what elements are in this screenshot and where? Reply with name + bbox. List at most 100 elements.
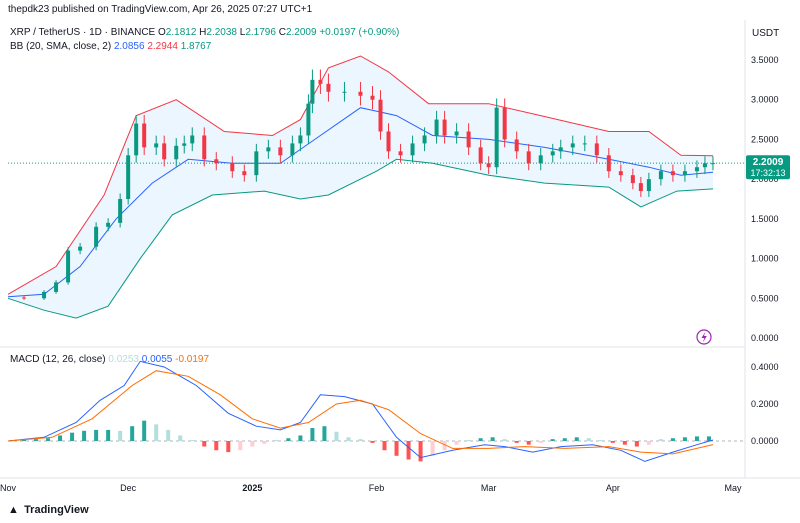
last-price-tag-bg bbox=[746, 155, 790, 180]
macd-pane[interactable] bbox=[7, 360, 745, 462]
macd-hist-bar bbox=[346, 437, 351, 441]
candle-body bbox=[290, 143, 295, 156]
macd-hist-bar bbox=[538, 441, 543, 443]
candle-body bbox=[42, 291, 47, 299]
macd-signal-value: -0.0197 bbox=[175, 354, 210, 365]
macd-hist-bar bbox=[514, 441, 519, 443]
symbol-legend: XRP / TetherUS · 1D · BINANCE O2.1812 H2… bbox=[10, 27, 399, 38]
candle-body bbox=[710, 163, 715, 165]
bb-legend[interactable]: BB (20, SMA, close, 2) 2.0856 2.2944 1.8… bbox=[10, 41, 211, 52]
tradingview-logo: ▲ TradingView bbox=[8, 504, 89, 516]
candle-body bbox=[230, 163, 235, 172]
candle-body bbox=[298, 135, 303, 144]
macd-hist-bar bbox=[694, 436, 699, 441]
macd-hist-bar bbox=[502, 439, 507, 441]
macd-tick-label: 0.4000 bbox=[751, 362, 779, 372]
candle-body bbox=[78, 246, 83, 251]
time-tick-label: Mar bbox=[481, 483, 497, 493]
candle-body bbox=[190, 135, 195, 144]
macd-hist-bar bbox=[610, 441, 615, 443]
candle-body bbox=[106, 222, 111, 227]
candle-body bbox=[658, 171, 663, 180]
candle-body bbox=[682, 171, 687, 176]
bb-band-fill bbox=[8, 56, 713, 319]
macd-label: MACD (12, 26, close) bbox=[10, 354, 106, 365]
macd-hist-bar bbox=[550, 439, 555, 441]
macd-hist-bar bbox=[166, 429, 171, 441]
candle-body bbox=[214, 159, 219, 164]
macd-hist-bar bbox=[382, 441, 387, 451]
signal-line bbox=[7, 370, 714, 455]
candle-body bbox=[318, 79, 323, 84]
candle-body bbox=[670, 171, 675, 176]
candle-body bbox=[378, 99, 383, 132]
candle-body bbox=[398, 151, 403, 156]
macd-hist-bar bbox=[658, 439, 663, 441]
macd-hist-bar bbox=[574, 437, 579, 441]
macd-hist-bar bbox=[34, 439, 39, 441]
bb-lower-value: 1.8767 bbox=[180, 41, 212, 52]
macd-hist-bar bbox=[586, 438, 591, 441]
macd-hist-bar bbox=[22, 439, 27, 441]
macd-hist-bar bbox=[202, 441, 207, 447]
time-tick-label: Dec bbox=[120, 483, 137, 493]
lightning-icon[interactable] bbox=[696, 329, 712, 345]
candle-body bbox=[278, 147, 283, 156]
bb-basis-line bbox=[7, 107, 714, 298]
candle-body bbox=[514, 139, 519, 152]
candle-body bbox=[630, 175, 635, 184]
time-tick-label: Feb bbox=[369, 483, 385, 493]
open-label: O bbox=[158, 27, 166, 38]
candle-body bbox=[694, 167, 699, 172]
candle-body bbox=[66, 250, 71, 283]
macd-hist-bar bbox=[190, 440, 195, 442]
price-tick-label: 2.5000 bbox=[751, 134, 779, 144]
candle-body bbox=[570, 143, 575, 148]
price-pane[interactable] bbox=[7, 55, 745, 319]
macd-hist-bar bbox=[370, 441, 375, 443]
macd-hist-bar bbox=[430, 441, 435, 456]
candle-body bbox=[254, 151, 259, 176]
currency-label[interactable]: USDT bbox=[752, 28, 780, 39]
macd-legend[interactable]: MACD (12, 26, close) 0.0253 0.0055 -0.01… bbox=[10, 354, 209, 365]
macd-hist-bar bbox=[130, 426, 135, 441]
candle-body bbox=[442, 119, 447, 136]
last-price-value: 2.2009 bbox=[753, 157, 784, 168]
close-value: 2.2009 bbox=[285, 27, 317, 38]
bb-label: BB (20, SMA, close, 2) bbox=[10, 41, 112, 52]
macd-hist-bar bbox=[490, 437, 495, 441]
symbol-name[interactable]: XRP / TetherUS · 1D · BINANCE bbox=[10, 27, 156, 38]
macd-hist-bar bbox=[478, 438, 483, 441]
macd-hist-bar bbox=[622, 441, 627, 445]
candle-body bbox=[638, 183, 643, 192]
candle-body bbox=[142, 123, 147, 148]
macd-hist-bar bbox=[58, 435, 63, 441]
macd-hist-bar bbox=[178, 435, 183, 441]
candle-body bbox=[538, 155, 543, 164]
candle-body bbox=[310, 79, 315, 104]
time-tick-label: Apr bbox=[606, 483, 620, 493]
macd-hist-bar bbox=[238, 441, 243, 451]
macd-hist-bar bbox=[394, 441, 399, 456]
macd-hist-bar bbox=[526, 441, 531, 445]
macd-hist-bar bbox=[250, 441, 255, 447]
candle-body bbox=[306, 103, 311, 136]
time-tick-label: May bbox=[724, 483, 742, 493]
macd-hist-bar bbox=[406, 441, 411, 460]
macd-hist-bar bbox=[670, 438, 675, 441]
high-label: H bbox=[199, 27, 207, 38]
price-tick-label: 1.0000 bbox=[751, 254, 779, 264]
bb-upper-value: 2.2944 bbox=[147, 41, 178, 52]
macd-hist-bar bbox=[274, 440, 279, 442]
macd-hist-bar bbox=[322, 426, 327, 441]
macd-hist-value: 0.0253 bbox=[108, 354, 139, 365]
macd-hist-bar bbox=[226, 441, 231, 453]
low-label: L bbox=[239, 27, 246, 38]
candle-body bbox=[326, 83, 331, 92]
candle-body bbox=[386, 131, 391, 152]
price-tick-label: 3.5000 bbox=[751, 55, 779, 65]
macd-hist-bar bbox=[70, 432, 75, 441]
candle-body bbox=[54, 282, 59, 292]
macd-hist-bar bbox=[418, 441, 423, 462]
